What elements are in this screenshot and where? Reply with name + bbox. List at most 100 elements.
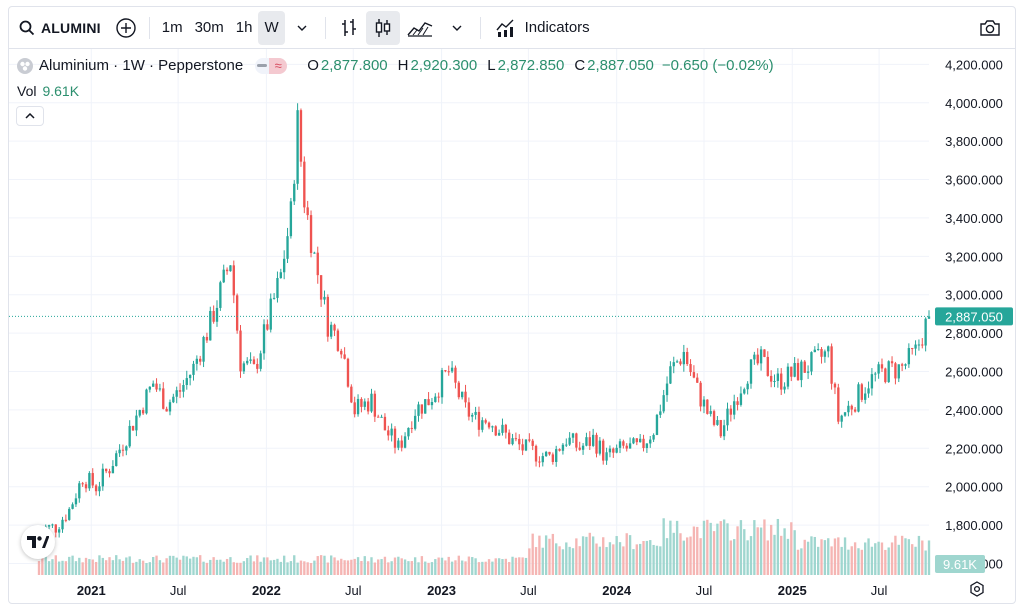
volume-bar: [316, 556, 319, 575]
indicators-icon: [496, 19, 514, 37]
volume-bar: [847, 549, 850, 575]
volume-bar: [44, 556, 47, 575]
volume-bar: [679, 533, 682, 575]
candle-body: [162, 388, 165, 409]
interval-dropdown-button[interactable]: [285, 11, 319, 45]
volume-bar: [192, 556, 195, 575]
chart-type-dropdown-button[interactable]: [440, 11, 474, 45]
area-chart-type-button[interactable]: [400, 11, 440, 45]
snapshot-button[interactable]: [973, 11, 1007, 45]
volume-bar: [242, 561, 246, 575]
bars-chart-type-button[interactable]: [332, 11, 366, 45]
volume-bar: [827, 538, 830, 575]
volume-bar: [598, 546, 602, 575]
volume-bar: [276, 558, 279, 575]
candle-body: [830, 346, 833, 384]
volume-bar: [659, 546, 662, 575]
compare-symbol-button[interactable]: [109, 11, 143, 45]
collapse-legend-button[interactable]: [16, 106, 44, 126]
candle-body: [252, 359, 256, 364]
candle-body: [155, 383, 158, 390]
candle-body: [827, 346, 830, 352]
candle-body: [645, 443, 649, 448]
candle-body: [877, 364, 880, 374]
candle-body: [669, 366, 672, 384]
candle-body: [282, 258, 286, 273]
volume-bar: [736, 526, 739, 575]
candle-body: [924, 318, 927, 346]
candle-body: [739, 393, 743, 405]
approx-icon: ≈: [269, 57, 288, 74]
chart-legend: Aluminium · 1W · Pepperstone ≈ O 2,877.80…: [17, 57, 774, 74]
candle-body: [47, 525, 51, 527]
volume-bar: [61, 560, 64, 575]
candle-body: [121, 449, 125, 451]
y-axis[interactable]: 1,600.0001,800.0002,000.0002,200.0002,40…: [945, 57, 1003, 571]
open-label: O: [307, 57, 319, 74]
candle-body: [531, 440, 534, 446]
candle-body: [343, 354, 346, 359]
y-tick-label: 3,200.000: [945, 249, 1003, 264]
x-axis[interactable]: 2021 Jul 2022 Jul 2023 Jul 2024 Jul 2025 Jul: [77, 583, 888, 598]
interval-30m[interactable]: 30m: [194, 19, 224, 36]
high-value: 2,920.300: [410, 57, 478, 74]
candle-body: [538, 461, 541, 463]
y-tick-label: 3,600.000: [945, 173, 1003, 188]
candles-chart-type-button[interactable]: [365, 10, 400, 45]
candle-body: [746, 383, 749, 390]
price-chart[interactable]: 1,600.0001,800.0002,000.0002,200.0002,40…: [9, 7, 1016, 604]
camera-icon: [980, 20, 1000, 36]
price-markers: 2,887.050 9.61K: [9, 307, 1013, 573]
chart-settings-button[interactable]: [969, 581, 985, 602]
candle-body: [471, 414, 474, 417]
volume-bar: [588, 532, 591, 575]
candle-body: [514, 438, 518, 440]
chart-title[interactable]: Aluminium · 1W · Pepperstone: [39, 57, 244, 74]
volume-bar: [88, 559, 91, 575]
candle-body: [259, 353, 262, 369]
volume-bar: [155, 555, 158, 575]
interval-w[interactable]: W: [258, 10, 285, 45]
candle-body: [917, 344, 921, 346]
candle-body: [135, 415, 138, 431]
interval-1h[interactable]: 1h: [235, 19, 253, 36]
y-tick-label: 2,800.000: [945, 326, 1003, 341]
candle-body: [528, 439, 531, 441]
candle-body: [820, 349, 823, 357]
candle-body: [635, 438, 638, 443]
tradingview-logo[interactable]: [21, 525, 55, 559]
volume-bar: [884, 549, 887, 575]
interval-1m[interactable]: 1m: [161, 19, 183, 36]
candle-body: [467, 402, 471, 417]
candle-body: [289, 201, 293, 237]
candle-body: [497, 432, 501, 436]
symbol-search-button[interactable]: ALUMINI: [9, 11, 109, 45]
candle-body: [524, 439, 528, 451]
volume-bar: [417, 562, 420, 575]
volume-bar: [286, 562, 289, 575]
candle-body: [733, 401, 736, 415]
symbol-status-pill[interactable]: ≈: [255, 57, 288, 74]
candle-body: [182, 385, 185, 392]
candle-body: [400, 440, 403, 448]
candle-body: [850, 405, 853, 410]
volume-bar: [605, 547, 608, 575]
candle-body: [78, 483, 81, 499]
candle-body: [195, 358, 199, 364]
candle-body: [74, 498, 78, 505]
volume-bar: [504, 558, 508, 575]
volume-bar: [68, 556, 71, 575]
volume-bar: [350, 559, 353, 575]
y-tick-label: 1,800.000: [945, 518, 1003, 533]
indicators-button[interactable]: Indicators: [487, 11, 598, 45]
volume-bar: [380, 559, 383, 575]
x-tick-label: Jul: [871, 583, 888, 598]
volume-bar: [232, 562, 235, 575]
candle-body: [800, 361, 803, 381]
candle-body: [242, 363, 246, 372]
volume-bar: [790, 522, 793, 575]
volume-bar: [47, 561, 51, 575]
candle-body: [518, 438, 521, 445]
candle-body: [393, 428, 397, 448]
x-tick-label: 2025: [778, 583, 807, 598]
